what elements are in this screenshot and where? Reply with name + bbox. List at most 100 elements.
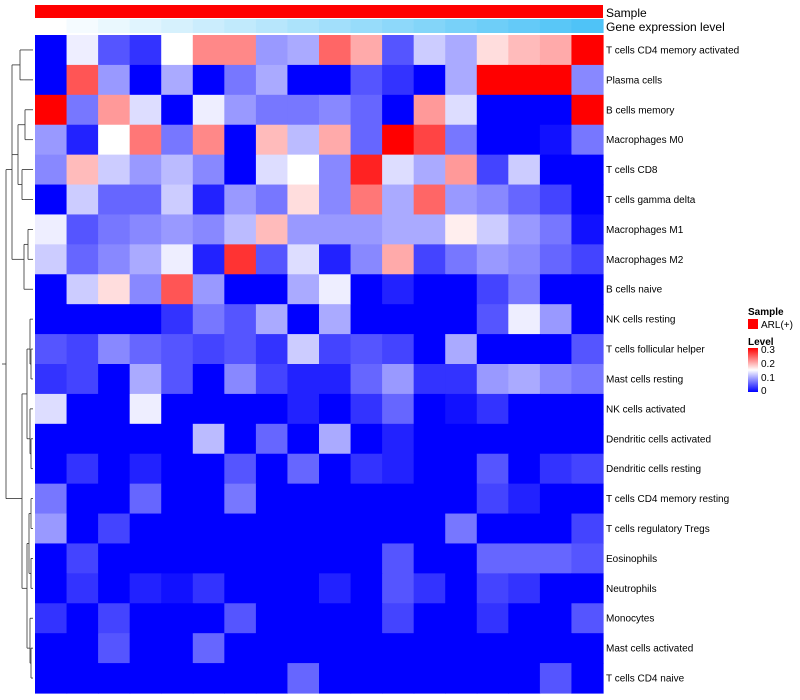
heatmap-cell	[129, 513, 162, 545]
heatmap-cell	[287, 244, 320, 275]
heatmap-cell	[571, 124, 604, 156]
heatmap-cell	[508, 184, 541, 216]
heatmap-cell	[571, 244, 604, 275]
heatmap-cell	[350, 364, 383, 395]
heatmap-cell	[224, 513, 257, 545]
heatmap-cell	[98, 513, 131, 545]
heatmap-cell	[508, 334, 541, 365]
gene-expression-cell	[539, 19, 573, 33]
heatmap-cell	[319, 423, 352, 455]
heatmap-cell	[319, 393, 352, 425]
heatmap-cell	[66, 154, 99, 186]
heatmap-cell	[129, 334, 162, 365]
heatmap-cell	[539, 124, 573, 156]
heatmap-cell	[382, 94, 415, 126]
heatmap-cell	[382, 483, 415, 515]
heatmap-cell	[571, 573, 604, 604]
heatmap-cell	[445, 603, 478, 634]
heatmap-cell	[445, 543, 478, 574]
heatmap-cell	[35, 453, 68, 485]
legend-tick-0.3: 0.3	[761, 345, 775, 356]
heatmap-cell	[445, 35, 478, 66]
heatmap-cell	[255, 94, 289, 126]
heatmap-cell	[98, 543, 131, 574]
heatmap-cell	[413, 124, 446, 156]
heatmap-cell	[224, 184, 257, 216]
heatmap-cell	[319, 64, 352, 96]
heatmap-cell	[287, 513, 320, 545]
heatmap-cell	[350, 184, 383, 216]
heatmap-cell	[129, 94, 162, 126]
heatmap-cell	[161, 334, 194, 365]
heatmap-cell	[319, 513, 352, 545]
heatmap-cell	[382, 304, 415, 335]
heatmap-cell	[413, 334, 446, 365]
row-label: Plasma cells	[606, 75, 662, 86]
legend: Sample ARL(+) Level 0.3 0.2 0.1 0	[748, 307, 793, 397]
heatmap-cell	[255, 513, 289, 545]
heatmap-cell	[66, 364, 99, 395]
row-label: Monocytes	[606, 614, 654, 625]
heatmap-cell	[539, 334, 573, 365]
heatmap-cell	[98, 393, 131, 425]
heatmap-cell	[98, 453, 131, 485]
heatmap-cell	[35, 393, 68, 425]
heatmap-cell	[539, 94, 573, 126]
legend-level-gradient	[748, 348, 758, 392]
heatmap-cell	[224, 35, 257, 66]
heatmap-cell	[413, 274, 446, 305]
heatmap-cell	[571, 364, 604, 395]
heatmap-cell	[66, 274, 99, 305]
heatmap-cell	[66, 573, 99, 604]
heatmap-cell	[413, 35, 446, 66]
heatmap-cell	[382, 453, 415, 485]
heatmap-cell	[129, 124, 162, 156]
heatmap-cell	[445, 64, 478, 96]
heatmap-cell	[129, 393, 162, 425]
heatmap-cell	[508, 64, 541, 96]
heatmap-cell	[192, 364, 225, 395]
heatmap-cell	[224, 154, 257, 186]
heatmap-cell	[350, 274, 383, 305]
row-label: Macrophages M1	[606, 225, 684, 236]
heatmap-cell	[445, 393, 478, 425]
heatmap-cell	[224, 304, 257, 335]
heatmap-cell	[319, 633, 352, 664]
heatmap-cell	[98, 274, 131, 305]
heatmap-cell	[66, 483, 99, 515]
heatmap-cell	[508, 453, 541, 485]
heatmap-cell	[35, 603, 68, 634]
heatmap-cell	[192, 214, 225, 245]
gene-expression-cell	[350, 19, 383, 33]
heatmap-cell	[382, 603, 415, 634]
heatmap-cell	[255, 184, 289, 216]
heatmap-cell	[413, 573, 446, 604]
heatmap-cell	[382, 423, 415, 455]
heatmap-cells	[35, 35, 604, 694]
heatmap-cell	[224, 483, 257, 515]
heatmap-cell	[129, 35, 162, 66]
heatmap-cell	[319, 543, 352, 574]
heatmap-cell	[192, 633, 225, 664]
heatmap-cell	[539, 304, 573, 335]
row-label: T cells regulatory Tregs	[606, 524, 710, 535]
heatmap-cell	[413, 393, 446, 425]
heatmap-cell	[287, 274, 320, 305]
heatmap-cell	[350, 334, 383, 365]
heatmap-cell	[539, 663, 573, 694]
heatmap-cell	[319, 603, 352, 634]
heatmap-cell	[224, 334, 257, 365]
heatmap-cell	[382, 244, 415, 275]
heatmap-cell	[129, 274, 162, 305]
heatmap-cell	[476, 35, 509, 66]
row-label: Mast cells resting	[606, 374, 683, 385]
heatmap-cell	[350, 423, 383, 455]
heatmap-cell	[66, 184, 99, 216]
heatmap-cell	[129, 483, 162, 515]
heatmap-cell	[287, 35, 320, 66]
heatmap-cell	[129, 543, 162, 574]
heatmap-cell	[476, 453, 509, 485]
heatmap-cell	[382, 364, 415, 395]
row-label: Mast cells activated	[606, 644, 693, 655]
heatmap-cell	[98, 244, 131, 275]
